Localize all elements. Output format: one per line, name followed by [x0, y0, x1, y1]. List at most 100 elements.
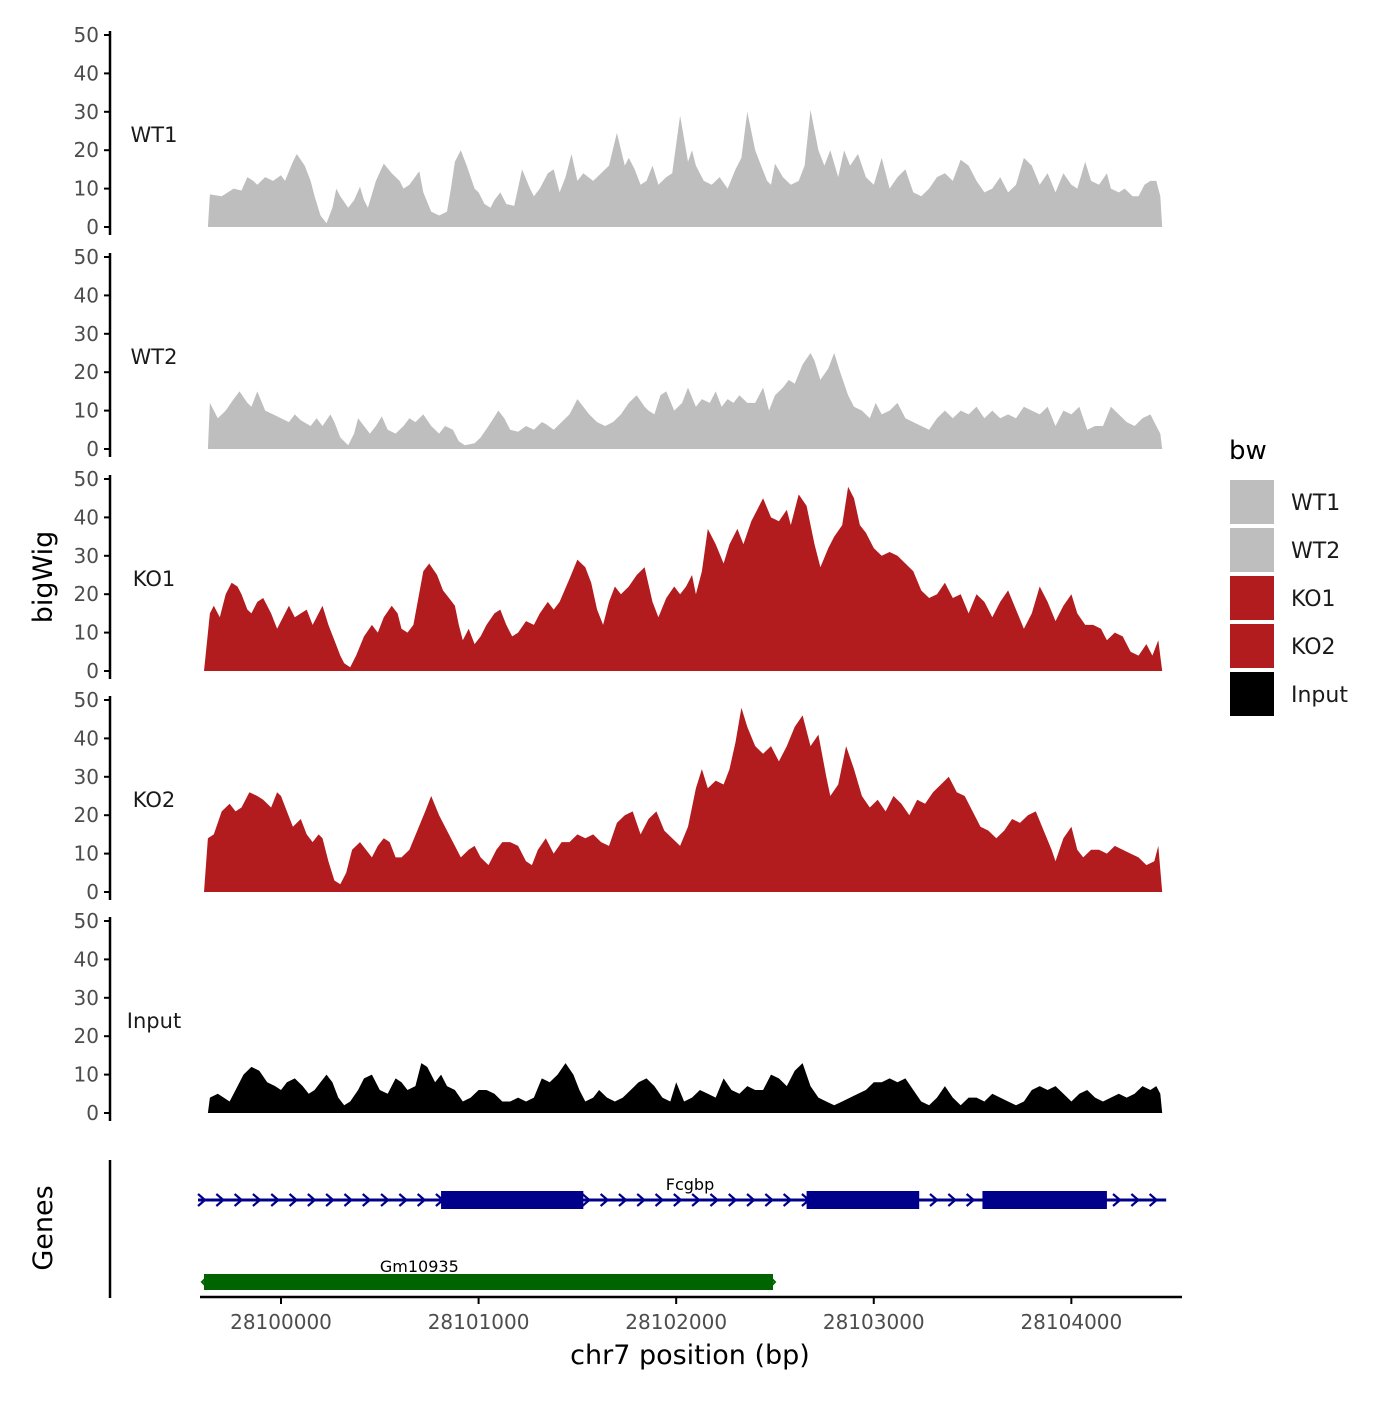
track-panel-wt1: 0 10 20 30 40 50 WT1: [74, 23, 1163, 239]
track-label: KO2: [133, 788, 176, 812]
y-tick-label: 0: [86, 1101, 99, 1125]
y-tick-label: 20: [74, 1024, 99, 1048]
y-tick-label: 0: [86, 437, 99, 461]
y-tick-label: 30: [74, 765, 99, 789]
y-tick-label: 50: [74, 688, 99, 712]
legend-label: KO1: [1291, 587, 1336, 612]
y-tick-label: 40: [74, 505, 99, 529]
strand-arrow: [398, 1193, 409, 1207]
coverage-area-wt1: [207, 109, 1163, 227]
legend-swatch: [1230, 480, 1274, 524]
gene-gm10935: Gm10935: [200, 1257, 777, 1290]
y-tick-label: 20: [74, 360, 99, 384]
genes-axis-title: Genes: [28, 1185, 59, 1270]
track-panel-wt2: 0 10 20 30 40 50 WT2: [74, 245, 1163, 461]
strand-arrow: [965, 1193, 976, 1207]
track-label: WT2: [131, 345, 178, 369]
strand-arrow: [343, 1193, 354, 1207]
legend-swatch: [1230, 528, 1274, 572]
y-tick-label: 20: [74, 803, 99, 827]
y-tick-label: 20: [74, 582, 99, 606]
y-tick-label: 50: [74, 23, 99, 47]
strand-arrow: [929, 1193, 939, 1207]
x-tick-label: 28102000: [625, 1310, 727, 1334]
coverage-area-input: [207, 1063, 1163, 1113]
strand-arrow: [782, 1193, 793, 1207]
legend-label: Input: [1291, 683, 1348, 708]
y-tick-label: 30: [74, 322, 99, 346]
y-tick-label: 50: [74, 245, 99, 269]
strand-arrow: [599, 1193, 610, 1207]
track-panel-input: 0 10 20 30 40 50 Input: [74, 909, 1163, 1125]
y-tick-label: 0: [86, 880, 99, 904]
gene-fcgbp: Fcgbp: [197, 1175, 1167, 1209]
coverage-area-ko1: [204, 486, 1163, 671]
strand-arrow: [233, 1193, 244, 1207]
y-tick-label: 10: [74, 1063, 99, 1087]
gene-label: Gm10935: [380, 1257, 459, 1276]
x-tick-label: 28100000: [230, 1310, 332, 1334]
strand-arrow: [764, 1193, 775, 1207]
y-tick-label: 50: [74, 909, 99, 933]
coverage-area-ko2: [204, 707, 1163, 892]
x-axis-title: chr7 position (bp): [570, 1340, 810, 1371]
x-tick-label: 28103000: [823, 1310, 925, 1334]
track-panel-ko1: 0 10 20 30 40 50 KO1: [74, 467, 1163, 683]
strand-arrow: [270, 1193, 280, 1207]
y-tick-label: 0: [86, 215, 99, 239]
legend-title: bw: [1229, 436, 1267, 466]
legend-swatch: [1230, 576, 1274, 620]
y-tick-label: 30: [74, 544, 99, 568]
track-label: KO1: [133, 567, 176, 591]
gene-exon: [806, 1191, 920, 1209]
strand-arrow: [215, 1193, 226, 1207]
strand-arrow: [1130, 1193, 1141, 1207]
strand-arrow: [947, 1193, 958, 1207]
y-axis-title: bigWig: [28, 531, 59, 624]
y-tick-label: 20: [74, 138, 99, 162]
strand-arrow: [325, 1193, 335, 1207]
strand-arrow: [746, 1193, 756, 1207]
y-tick-label: 0: [86, 659, 99, 683]
legend-label: WT2: [1291, 539, 1340, 564]
coverage-area-wt2: [207, 353, 1163, 449]
strand-arrow: [581, 1193, 592, 1207]
y-tick-label: 10: [74, 621, 99, 645]
strand-arrow: [307, 1193, 317, 1207]
track-panel-ko2: 0 10 20 30 40 50 KO2: [74, 688, 1163, 904]
strand-arrow: [1148, 1193, 1159, 1207]
strand-arrow: [197, 1193, 207, 1207]
strand-arrow: [288, 1193, 299, 1207]
strand-arrow: [1112, 1193, 1122, 1207]
y-tick-label: 50: [74, 467, 99, 491]
gene-exon: [441, 1191, 584, 1209]
legend-swatch: [1230, 624, 1274, 668]
strand-arrow: [362, 1193, 372, 1207]
y-tick-label: 10: [74, 177, 99, 201]
y-tick-label: 30: [74, 986, 99, 1010]
y-tick-label: 40: [74, 726, 99, 750]
strand-arrow: [728, 1193, 738, 1207]
y-tick-label: 30: [74, 100, 99, 124]
strand-arrow: [673, 1193, 683, 1207]
strand-arrow: [416, 1193, 427, 1207]
strand-arrow: [636, 1193, 646, 1207]
gene-label: Fcgbp: [666, 1175, 714, 1194]
gene-exon: [203, 1274, 773, 1290]
x-tick-label: 28104000: [1020, 1310, 1122, 1334]
legend-label: KO2: [1291, 635, 1336, 660]
track-label: WT1: [131, 123, 178, 147]
y-tick-label: 10: [74, 399, 99, 423]
strand-arrow: [380, 1193, 390, 1207]
strand-arrow: [768, 1275, 777, 1289]
x-axis: 28100000 28101000 28102000 28103000 28104000: [200, 1295, 1182, 1334]
tracks-layer: 0 10 20 30 40 50 WT1 0 10 20 30 40 50 WT2 0 10 20 30 40 50 K…: [74, 23, 1163, 1125]
genes-layer: Fcgbp Gm10935: [108, 1160, 1167, 1298]
strand-arrow: [691, 1193, 701, 1207]
y-tick-label: 40: [74, 947, 99, 971]
gene-exon: [982, 1191, 1107, 1209]
y-tick-label: 40: [74, 61, 99, 85]
strand-arrow: [252, 1193, 262, 1207]
